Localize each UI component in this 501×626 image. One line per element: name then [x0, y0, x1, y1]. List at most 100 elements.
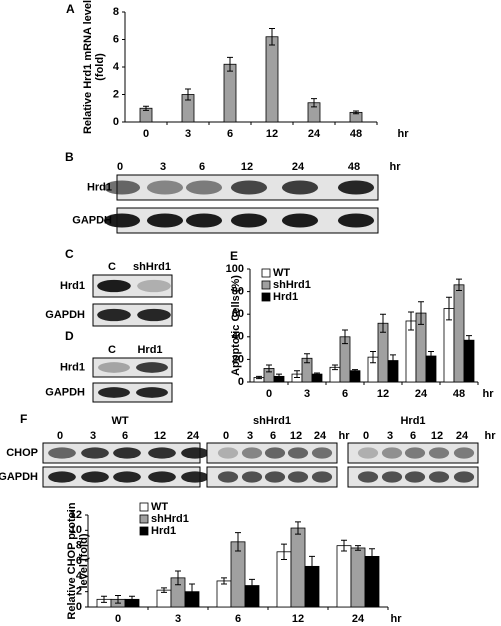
blot-band	[230, 213, 268, 228]
y-tick-label: 40	[232, 331, 244, 343]
blot-band	[428, 447, 450, 459]
blot-band	[113, 471, 141, 483]
lane-label: 6	[270, 430, 276, 442]
bar	[223, 63, 237, 123]
x-tick-label: 24	[352, 613, 365, 625]
x-tick-label: 12	[292, 613, 304, 625]
y-tick-label: 0	[238, 376, 244, 388]
legend-swatch	[139, 502, 149, 512]
lane-unit: hr	[390, 161, 402, 173]
x-tick-label: 24	[415, 388, 428, 400]
y-tick-label: 6	[76, 555, 82, 567]
legend-label: WT	[273, 267, 290, 279]
row-label: Hrd1	[60, 280, 85, 292]
bar	[290, 527, 306, 608]
row-label: GAPDH	[0, 471, 38, 483]
lane-label: 12	[290, 430, 302, 442]
blot-band	[241, 447, 263, 459]
error-bar	[281, 543, 287, 560]
error-bar	[341, 539, 347, 552]
lane-label: 12	[431, 430, 443, 442]
blot-band	[97, 279, 131, 293]
x-unit: hr	[391, 613, 403, 625]
lane-label: 0	[117, 161, 123, 173]
lane-label: 6	[410, 430, 416, 442]
panel-label: D	[65, 329, 74, 343]
error-bar	[256, 375, 262, 380]
y-tick-label: 4	[113, 61, 120, 73]
blot-band	[381, 447, 403, 459]
blot-band	[453, 471, 475, 483]
bar	[350, 547, 366, 608]
bar	[265, 36, 279, 123]
error-bar	[249, 578, 255, 593]
lane-label: 24	[314, 430, 327, 442]
blot-band	[287, 471, 309, 483]
bar	[216, 580, 232, 608]
blot-band	[81, 447, 109, 459]
error-bar	[408, 311, 414, 331]
error-bar	[295, 521, 301, 535]
blot-band	[148, 447, 176, 459]
y-tick-label: 12	[70, 509, 82, 521]
lane-label: 3	[90, 430, 96, 442]
x-tick-label: 24	[308, 128, 321, 140]
legend-swatch	[261, 292, 271, 302]
lane-label: 3	[160, 161, 166, 173]
row-label: Hrd1	[87, 181, 112, 193]
lane-label: 24	[292, 161, 305, 173]
panel-label: A	[66, 2, 75, 16]
error-bar	[446, 296, 452, 321]
error-bar	[161, 587, 167, 593]
x-unit: hr	[483, 388, 495, 400]
blot-band	[185, 213, 223, 228]
x-tick-label: 12	[266, 128, 278, 140]
y-axis-label: level (fold)	[78, 533, 90, 588]
row-label: CHOP	[6, 447, 38, 459]
error-bar	[227, 56, 233, 72]
blot-band	[146, 213, 184, 228]
error-bar	[353, 110, 359, 115]
lane-label: 24	[456, 430, 469, 442]
blot-band	[287, 447, 309, 459]
error-bar	[311, 98, 317, 108]
x-tick-label: 6	[342, 388, 348, 400]
blot-band	[404, 471, 426, 483]
blot-band	[97, 308, 131, 322]
blot-band	[311, 471, 333, 483]
blot-band	[81, 471, 109, 483]
error-bar	[294, 370, 300, 378]
y-tick-label: 100	[226, 263, 244, 275]
lane-label: 3	[247, 430, 253, 442]
error-bar	[143, 105, 149, 111]
blot-band	[136, 362, 168, 373]
blot-band	[136, 387, 168, 398]
blot-band	[230, 180, 268, 195]
error-bar	[380, 313, 386, 333]
x-tick-label: 0	[266, 388, 272, 400]
blot-title: shHrd1	[253, 415, 291, 427]
legend-label: shHrd1	[151, 513, 189, 525]
blot-band	[103, 213, 141, 228]
row-label: Hrd1	[60, 361, 85, 373]
legend-swatch	[261, 268, 271, 278]
error-bar	[370, 350, 376, 364]
legend-swatch	[261, 280, 271, 290]
error-bar	[390, 354, 396, 367]
blot-band	[264, 471, 286, 483]
blot-band	[281, 180, 319, 195]
x-tick-label: 3	[185, 128, 191, 140]
error-bar	[235, 532, 241, 552]
blot-band	[357, 447, 379, 459]
lane-unit: hr	[339, 430, 351, 442]
legend-swatch	[139, 526, 149, 536]
blot-band	[185, 180, 223, 195]
y-tick-label: 0	[113, 116, 119, 128]
blot-band	[137, 279, 171, 293]
lane-label: shHrd1	[133, 261, 171, 273]
blot-band	[381, 471, 403, 483]
error-bar	[418, 301, 424, 325]
x-unit: hr	[398, 128, 410, 140]
lane-label: 0	[223, 430, 229, 442]
